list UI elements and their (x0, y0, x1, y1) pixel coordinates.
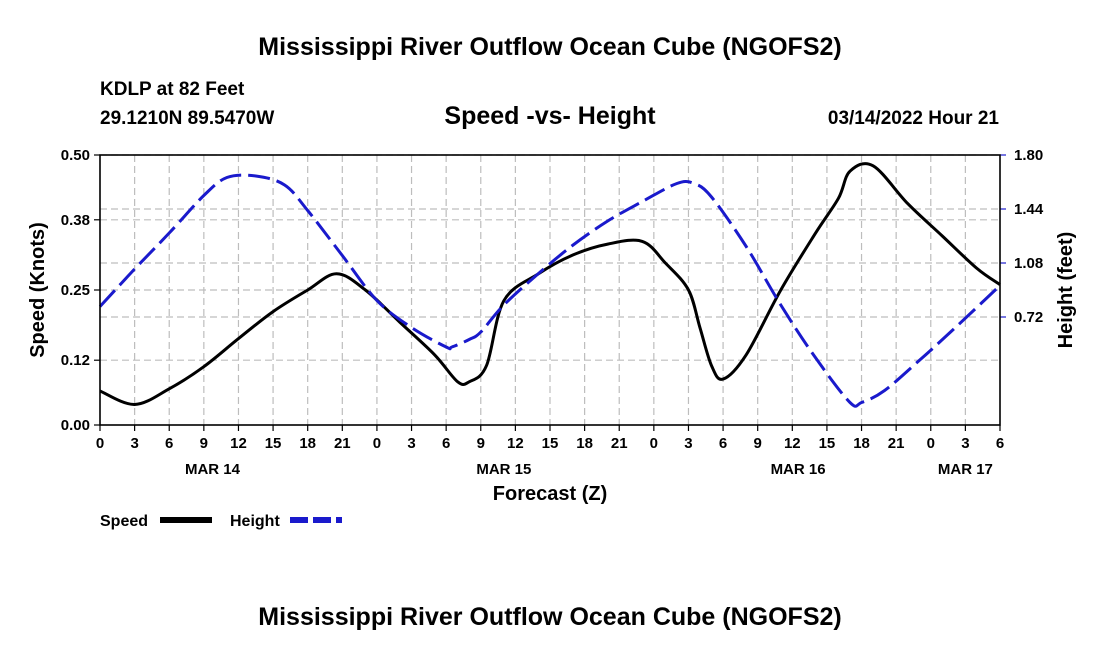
grid-lines (100, 154, 1000, 425)
right-axis-title: Height (feet) (1055, 232, 1077, 349)
x-tick-label: 21 (334, 435, 351, 452)
x-tick-label: 21 (888, 435, 905, 452)
chart-title: Mississippi River Outflow Ocean Cube (NG… (258, 33, 841, 61)
x-tick-label: 0 (96, 435, 104, 452)
right-tick-label: 1.80 (1014, 147, 1043, 164)
plot-frame (99, 154, 1001, 426)
left-tick-label: 0.25 (61, 282, 90, 299)
date-labels: MAR 14 MAR 15 MAR 16 MAR 17 (185, 461, 993, 478)
x-axis-title: Forecast (Z) (493, 483, 607, 505)
x-tick-label: 3 (407, 435, 415, 452)
x-tick-label: 6 (996, 435, 1004, 452)
series-height-line (98, 173, 1002, 408)
right-tick-label: 0.72 (1014, 309, 1043, 326)
x-tick-label: 0 (373, 435, 381, 452)
x-tick-label: 18 (299, 435, 316, 452)
date-label: MAR 17 (938, 461, 993, 478)
left-tick-label: 0.50 (61, 147, 90, 164)
x-tick-label: 18 (853, 435, 870, 452)
x-tick-label: 0 (927, 435, 935, 452)
legend-speed-label: Speed (100, 513, 148, 530)
x-tick-label: 3 (130, 435, 138, 452)
x-tick-label: 15 (265, 435, 282, 452)
x-tick-label: 12 (230, 435, 247, 452)
x-axis-labels: 0 3 6 9 12 15 18 21 0 3 6 9 12 15 18 21 0 3 6 9 12 15 18 21 0 3 6 (96, 435, 1004, 452)
x-tick-label: 21 (611, 435, 628, 452)
x-tick-label: 9 (200, 435, 208, 452)
axis-ticks (94, 154, 1006, 431)
left-tick-label: 0.38 (61, 212, 90, 229)
station-label: KDLP at 82 Feet (100, 79, 245, 100)
chart-title-repeat: Mississippi River Outflow Ocean Cube (NG… (258, 603, 841, 631)
date-label: MAR 16 (771, 461, 826, 478)
x-tick-label: 12 (507, 435, 524, 452)
left-tick-label: 0.00 (61, 417, 90, 434)
x-tick-label: 18 (576, 435, 593, 452)
x-tick-label: 12 (784, 435, 801, 452)
x-tick-label: 9 (754, 435, 762, 452)
left-axis-labels: 0.00 0.12 0.25 0.38 0.50 (61, 147, 90, 434)
x-tick-label: 3 (684, 435, 692, 452)
date-label: MAR 14 (185, 461, 241, 478)
right-tick-label: 1.44 (1014, 201, 1044, 218)
legend-height-label: Height (230, 513, 280, 530)
x-tick-label: 15 (819, 435, 836, 452)
x-tick-label: 6 (165, 435, 173, 452)
series-speed-line (99, 162, 1001, 407)
legend: Speed Height (100, 513, 342, 530)
x-tick-label: 6 (442, 435, 450, 452)
right-axis-labels: 0.72 1.08 1.44 1.80 (1014, 147, 1044, 326)
chart-subtitle: Speed -vs- Height (444, 102, 656, 130)
x-tick-label: 0 (650, 435, 658, 452)
coordinates-label: 29.1210N 89.5470W (100, 108, 274, 129)
timestamp-label: 03/14/2022 Hour 21 (828, 108, 1000, 129)
right-tick-label: 1.08 (1014, 255, 1043, 272)
x-tick-label: 9 (477, 435, 485, 452)
x-tick-label: 3 (961, 435, 969, 452)
x-tick-label: 15 (542, 435, 559, 452)
x-tick-label: 6 (719, 435, 727, 452)
date-label: MAR 15 (476, 461, 531, 478)
series-lines (98, 162, 1002, 408)
left-tick-label: 0.12 (61, 352, 90, 369)
left-axis-title: Speed (Knots) (27, 222, 49, 358)
